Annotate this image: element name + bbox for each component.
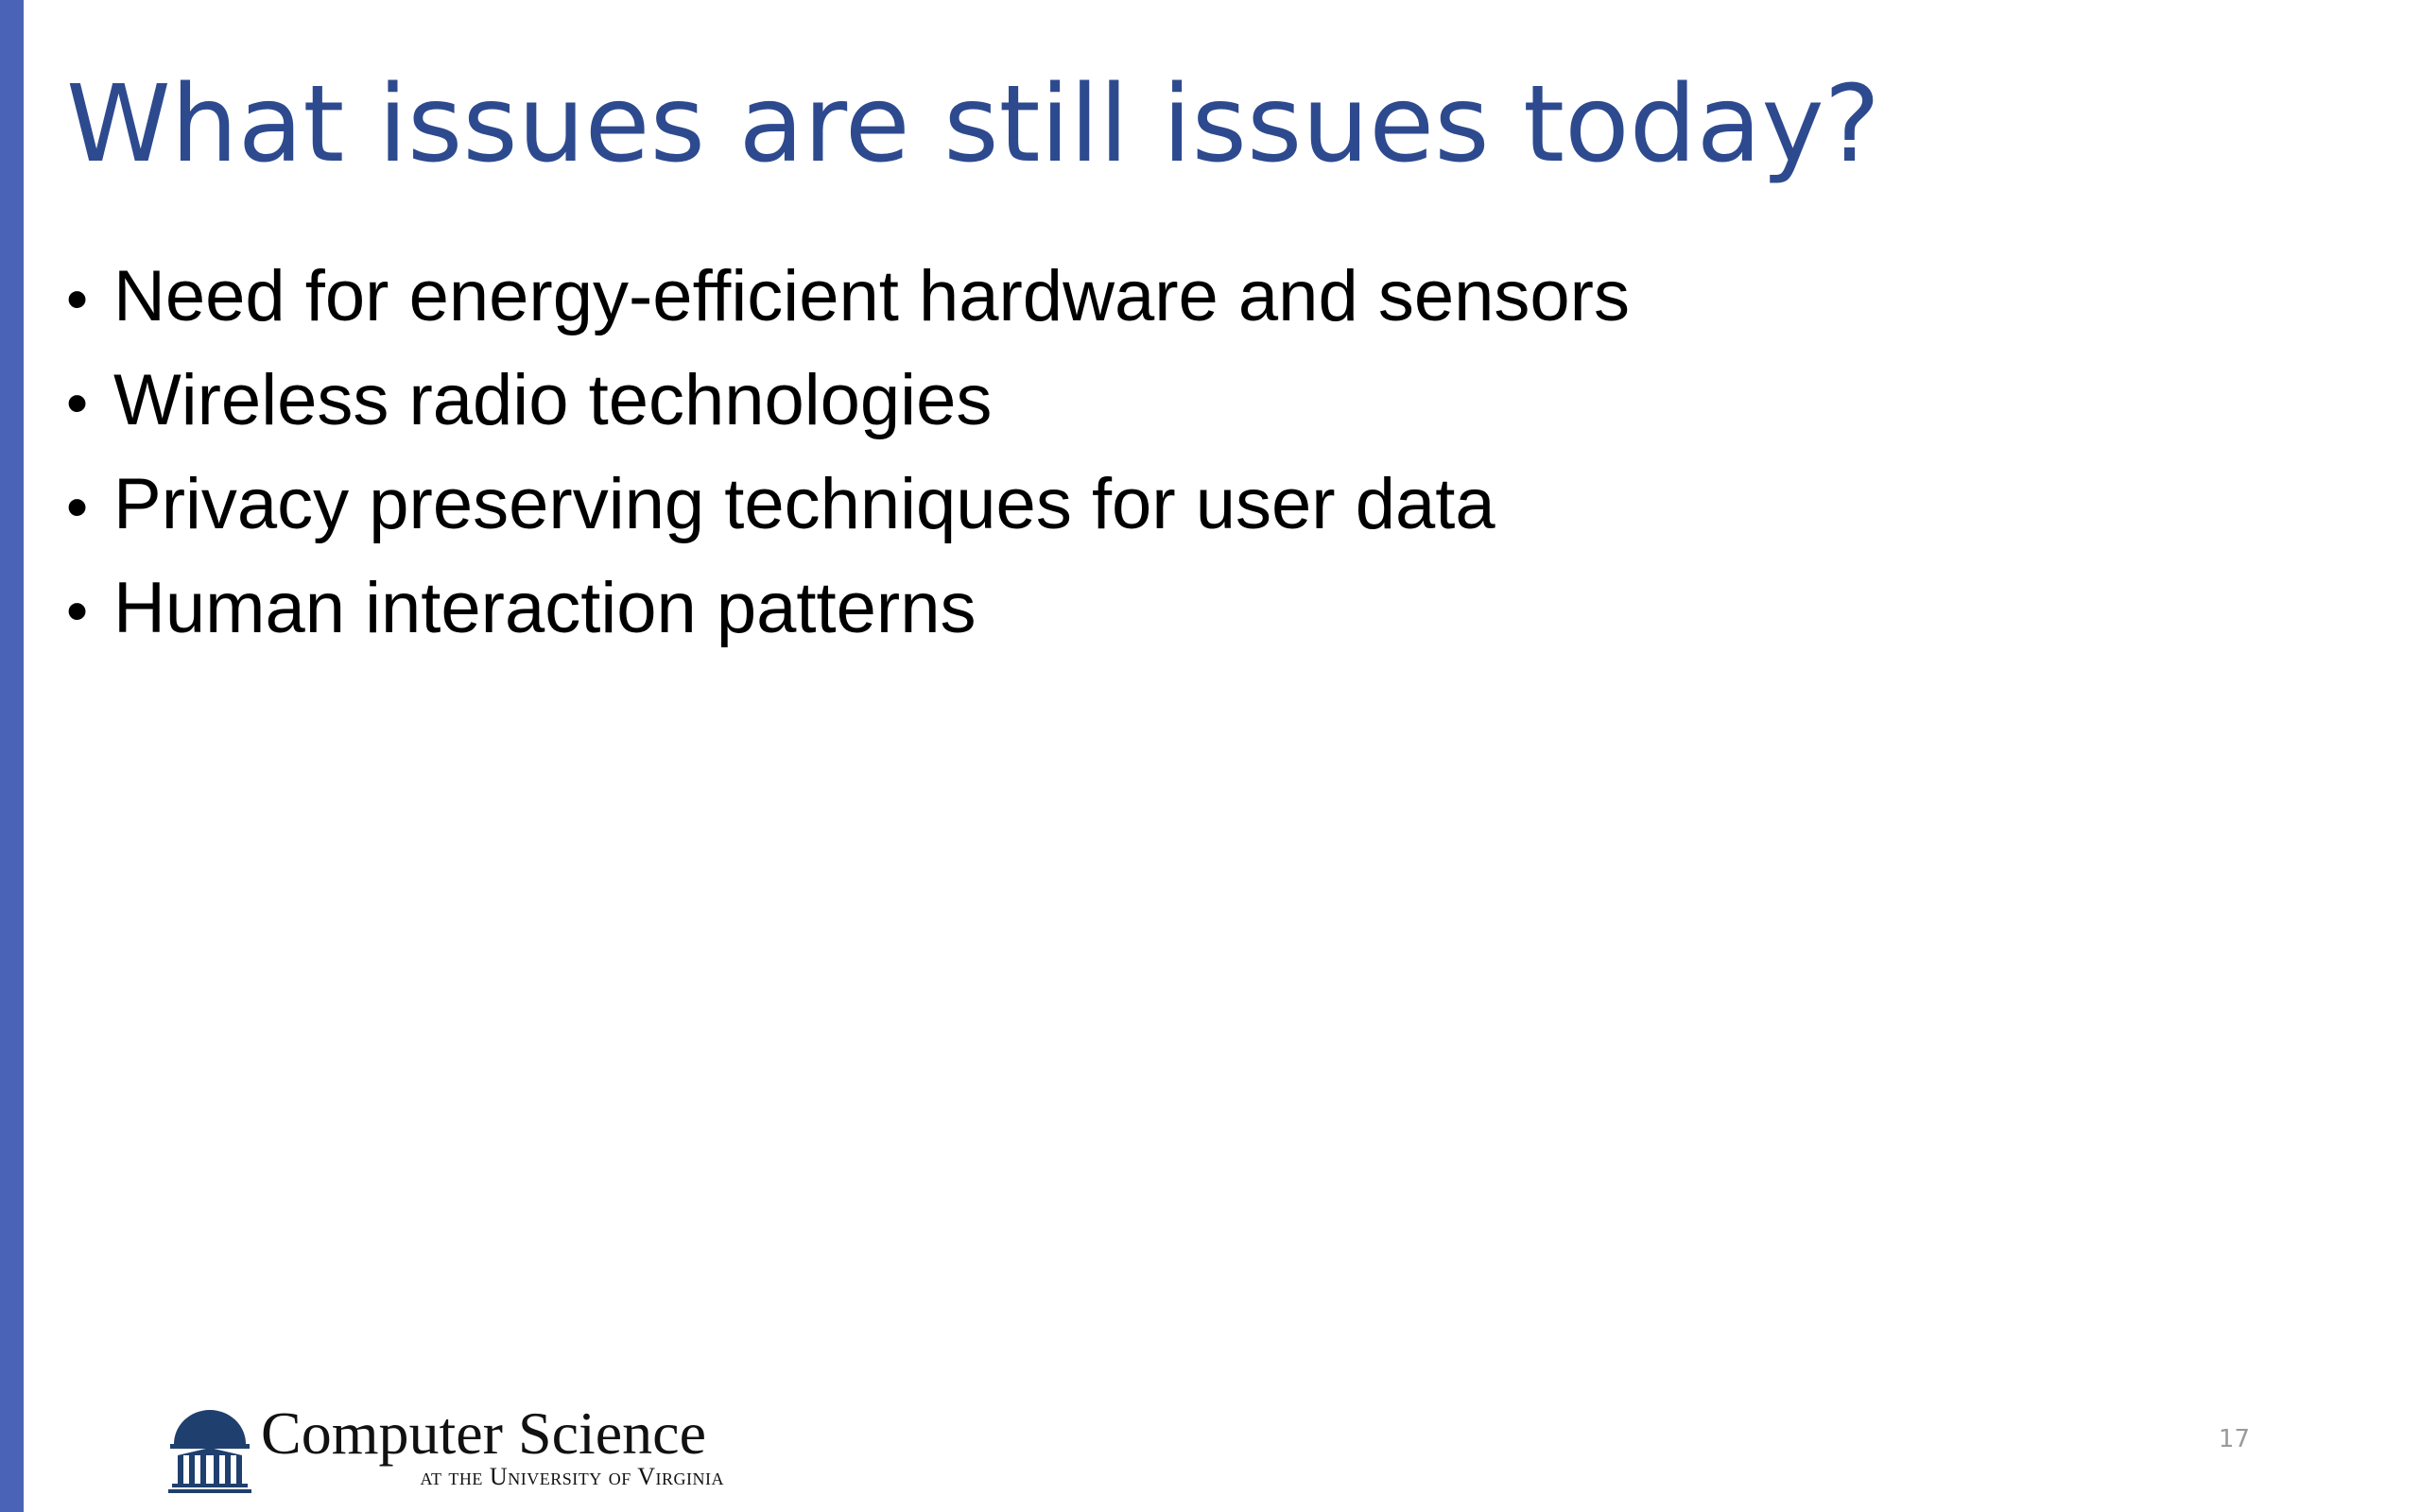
logo-text: Computer Science at the University of Vi… [261,1399,724,1493]
bullet-text: Need for energy-efficient hardware and s… [113,256,1630,336]
bullet-item: • Need for energy-efficient hardware and… [66,255,1630,359]
rotunda-icon [168,1410,251,1493]
bullet-dot: • [66,264,89,334]
bullet-dot: • [66,368,89,438]
bullet-text: Human interaction patterns [113,568,977,648]
slide-title: What issues are still issues today? [66,63,1881,186]
bullet-dot: • [66,472,89,541]
page-number: 17 [2218,1425,2250,1453]
bullet-text: Privacy preserving techniques for user d… [113,464,1495,544]
bullet-item: • Wireless radio technologies [66,359,1630,463]
bullet-item: • Human interaction patterns [66,567,1630,671]
bullet-list: • Need for energy-efficient hardware and… [66,255,1630,671]
logo-title: Computer Science [261,1400,706,1467]
uva-cs-logo: Computer Science at the University of Vi… [168,1399,724,1493]
accent-bar [0,0,24,1512]
logo-subtitle: at the University of Virginia [420,1463,724,1490]
bullet-text: Wireless radio technologies [113,360,993,440]
bullet-dot: • [66,576,89,645]
bullet-item: • Privacy preserving techniques for user… [66,463,1630,567]
